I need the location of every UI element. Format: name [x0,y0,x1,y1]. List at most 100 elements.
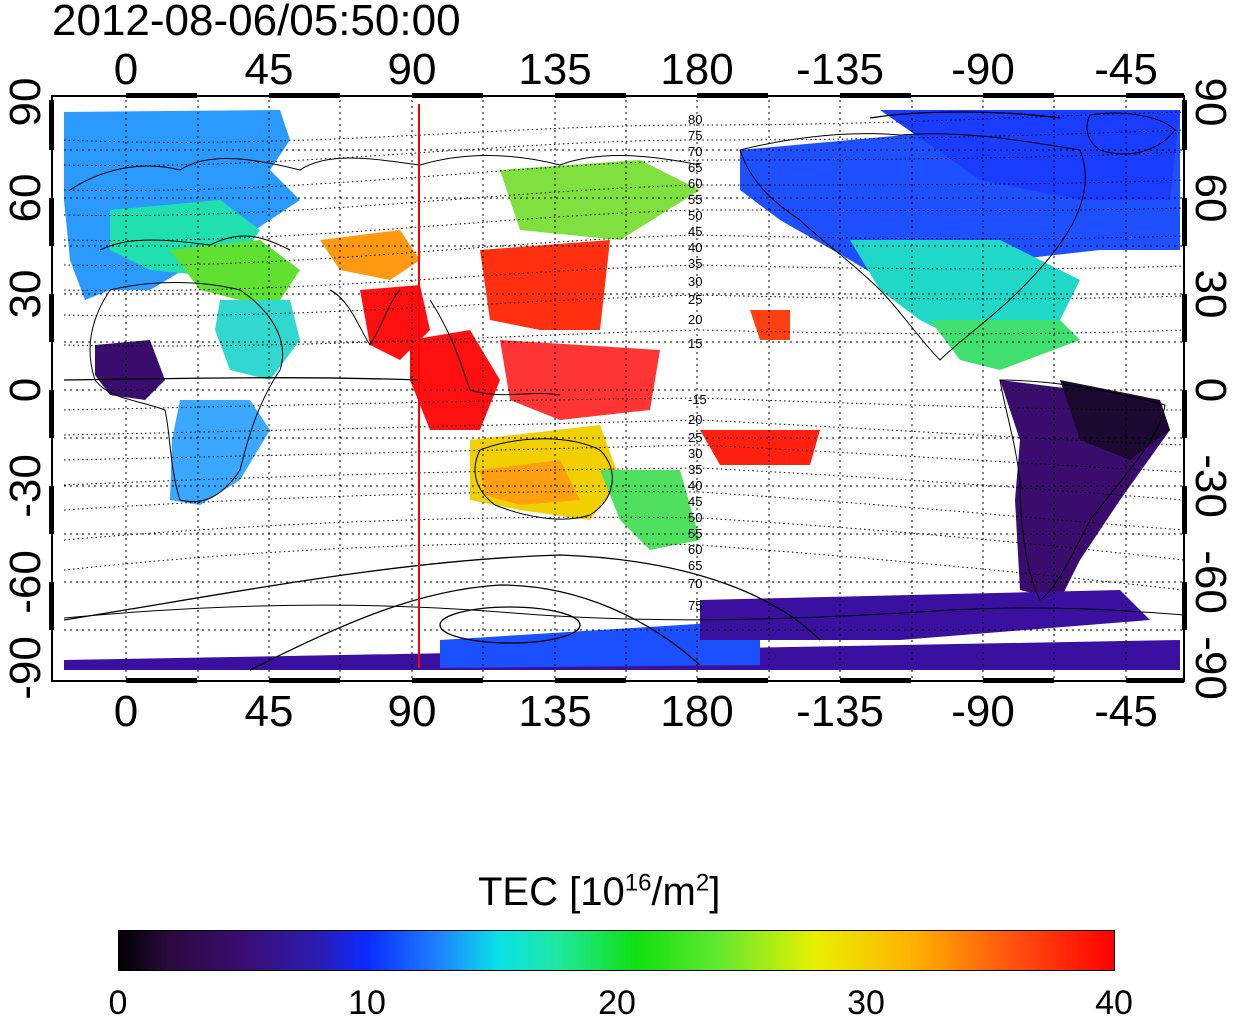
contour-label: 75 [688,128,702,143]
lat-tick-label: -90 [1186,636,1235,700]
colorbar-title-unit-exponent: 2 [695,869,710,897]
lat-tick-label: -30 [1,454,50,518]
lat-tick-label: -30 [1186,454,1235,518]
tec-region-asia-orange [320,230,420,280]
contour-label: 70 [688,576,702,591]
lon-tick-label: 135 [518,45,591,94]
lat-tick-label: 30 [1186,270,1235,319]
lon-tick-label: -135 [796,45,884,94]
tec-region-africa-south [170,400,270,505]
tec-region-na-teal [850,240,1080,340]
colorbar-tick-label: 0 [108,984,128,1022]
lat-tick-label: -90 [1,636,50,700]
colorbar-tick-label: 20 [598,984,636,1022]
lon-tick-label: 90 [388,45,437,94]
lon-tick-label: -90 [951,687,1015,736]
lon-tick-label: 180 [660,687,733,736]
lat-tick-label: 0 [1186,378,1235,402]
contour-label: 45 [688,494,702,509]
contour-label: 35 [688,462,702,477]
lat-labels-right: 90 60 30 0 -30 -60 -90 [1186,78,1235,700]
contour-label: 45 [688,224,702,239]
lat-tick-label: 60 [1,174,50,223]
tec-region-pacific-red [500,340,660,420]
contour-label: 40 [688,240,702,255]
tec-region-hawaii [750,310,790,340]
contour-label: 75 [688,598,702,613]
axis-tick-bars [49,93,1187,683]
lon-labels-top: 0 45 90 135 180 -135 -90 -45 [114,45,1158,94]
contour-label: 20 [688,312,702,327]
contour-label: 80 [688,112,702,127]
lon-tick-label: 0 [114,687,138,736]
contour-label: 65 [688,160,702,175]
lon-labels-bottom: 0 45 90 135 180 -135 -90 -45 [114,687,1158,736]
colorbar-title-main: TEC [10 [478,870,625,914]
tec-region-polynesia [700,430,820,465]
contour-label: 65 [688,558,702,573]
tec-region-canada [880,110,1180,200]
contour-labels-south: -15 20 25 30 35 40 45 50 55 60 65 70 75 [688,392,707,613]
contour-label: 15 [688,336,702,351]
colorbar-tick-label: 10 [348,984,386,1022]
lon-tick-label: 135 [518,687,591,736]
tec-region-china [480,240,610,330]
colorbar-tick-label: 40 [1095,984,1133,1022]
contour-label: 40 [688,478,702,493]
lon-tick-label: 45 [245,45,294,94]
contour-labels-north: 80 75 70 65 60 55 50 45 40 35 30 25 20 1… [688,112,702,351]
tec-region-tasman [600,470,700,550]
contour-label: -15 [688,392,707,407]
tec-region-africa-north [215,300,300,380]
lat-tick-label: 90 [1186,78,1235,127]
lat-tick-label: 90 [1,78,50,127]
contour-label: 25 [688,292,702,307]
lat-tick-label: 60 [1186,174,1235,223]
lon-tick-label: -135 [796,687,884,736]
tec-region-brazil-dark [1060,380,1170,460]
solid-contours [64,111,1061,671]
contour-label: 55 [688,526,702,541]
contour-label: 50 [688,208,702,223]
contour-label: 60 [688,176,702,191]
lon-tick-label: -45 [1094,687,1158,736]
map-title: 2012-08-06/05:50:00 [52,0,461,45]
lon-tick-label: -45 [1094,45,1158,94]
tec-region-japan [500,160,700,240]
contour-label: 30 [688,446,702,461]
contour-label: 20 [688,412,702,427]
contour-label: 50 [688,510,702,525]
lat-tick-label: 0 [1,378,50,402]
lat-tick-label: 30 [1,270,50,319]
tec-region-sea-red [410,330,500,430]
tec-region-africa-west [95,340,165,400]
colorbar-title-unit: /m [651,870,696,914]
tec-region-south-pacific [700,590,1150,640]
contour-label: 70 [688,144,702,159]
lon-tick-label: 0 [114,45,138,94]
colorbar-title-end: ] [709,870,721,914]
colorbar-gradient [118,930,1115,971]
colorbar-tick-label: 30 [847,984,885,1022]
lat-tick-label: -60 [1,550,50,614]
tec-region-na-green [930,320,1080,370]
contour-label: 60 [688,542,702,557]
contour-label: 25 [688,430,702,445]
graticule [64,100,1184,678]
colorbar-title: TEC [1016/m2] [478,868,720,916]
lon-tick-label: -90 [951,45,1015,94]
lon-tick-label: 180 [660,45,733,94]
lat-labels-left: 90 60 30 0 -30 -60 -90 [1,78,50,700]
lon-tick-label: 45 [245,687,294,736]
tec-region-med [170,240,300,300]
tec-data-regions [64,110,1180,670]
lat-tick-label: -60 [1186,550,1235,614]
lon-tick-label: 90 [388,687,437,736]
contour-label: 30 [688,274,702,289]
colorbar-title-exponent: 16 [624,869,652,897]
contour-label: 55 [688,192,702,207]
tec-region-antarctica-blue [440,620,760,668]
contour-label: 35 [688,256,702,271]
coastlines [64,112,1184,621]
